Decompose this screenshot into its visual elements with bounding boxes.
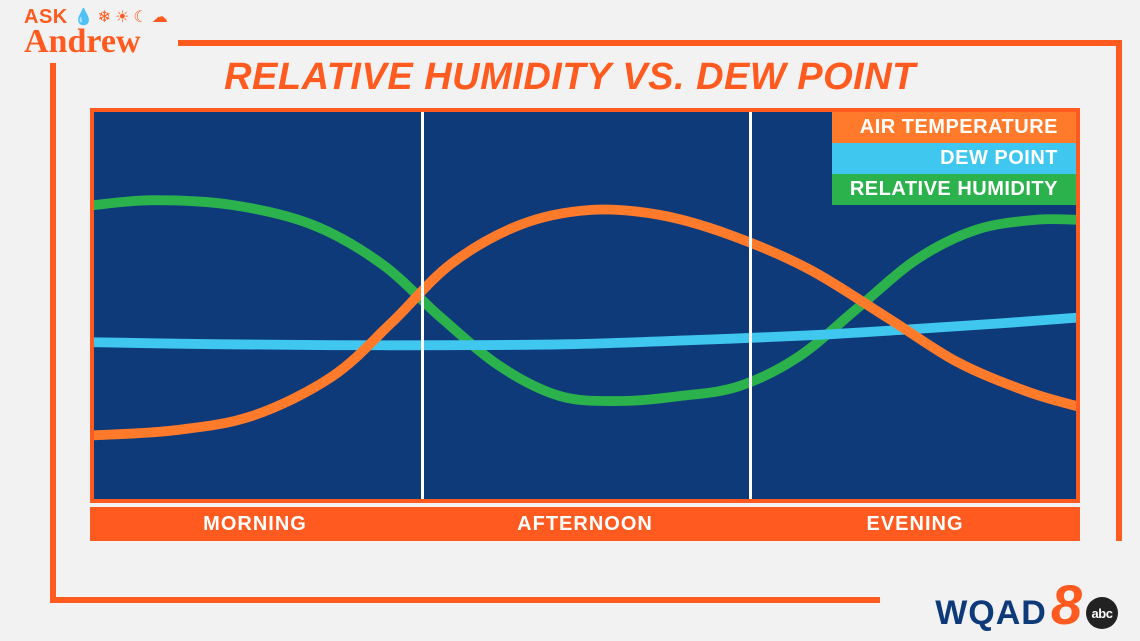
segment-logo: ASK 💧 ❄ ☀ ☾ ☁ Andrew (20, 4, 178, 63)
legend-item: RELATIVE HUMIDITY (832, 174, 1076, 205)
cloud-icon: ☁ (152, 10, 168, 26)
station-channel-number: 8 (1051, 583, 1082, 628)
segment-logo-name: Andrew (24, 23, 168, 61)
chart-divider-2 (749, 112, 752, 499)
station-call-letters: WQAD (935, 594, 1047, 633)
chart-legend: AIR TEMPERATUREDEW POINTRELATIVE HUMIDIT… (832, 112, 1076, 205)
legend-item: DEW POINT (832, 143, 1076, 174)
station-logo: WQAD 8 abc (931, 583, 1122, 636)
x-axis-label: AFTERNOON (420, 507, 750, 541)
legend-item: AIR TEMPERATURE (832, 112, 1076, 143)
chart-container: AIR TEMPERATUREDEW POINTRELATIVE HUMIDIT… (90, 108, 1080, 541)
x-axis-label: MORNING (90, 507, 420, 541)
abc-network-icon: abc (1086, 597, 1118, 629)
series-relative-humidity (94, 200, 1076, 401)
chart-divider-1 (421, 112, 424, 499)
chart-plot-area: AIR TEMPERATUREDEW POINTRELATIVE HUMIDIT… (90, 108, 1080, 503)
x-axis-label: EVENING (750, 507, 1080, 541)
chart-x-axis: MORNINGAFTERNOONEVENING (90, 507, 1080, 541)
